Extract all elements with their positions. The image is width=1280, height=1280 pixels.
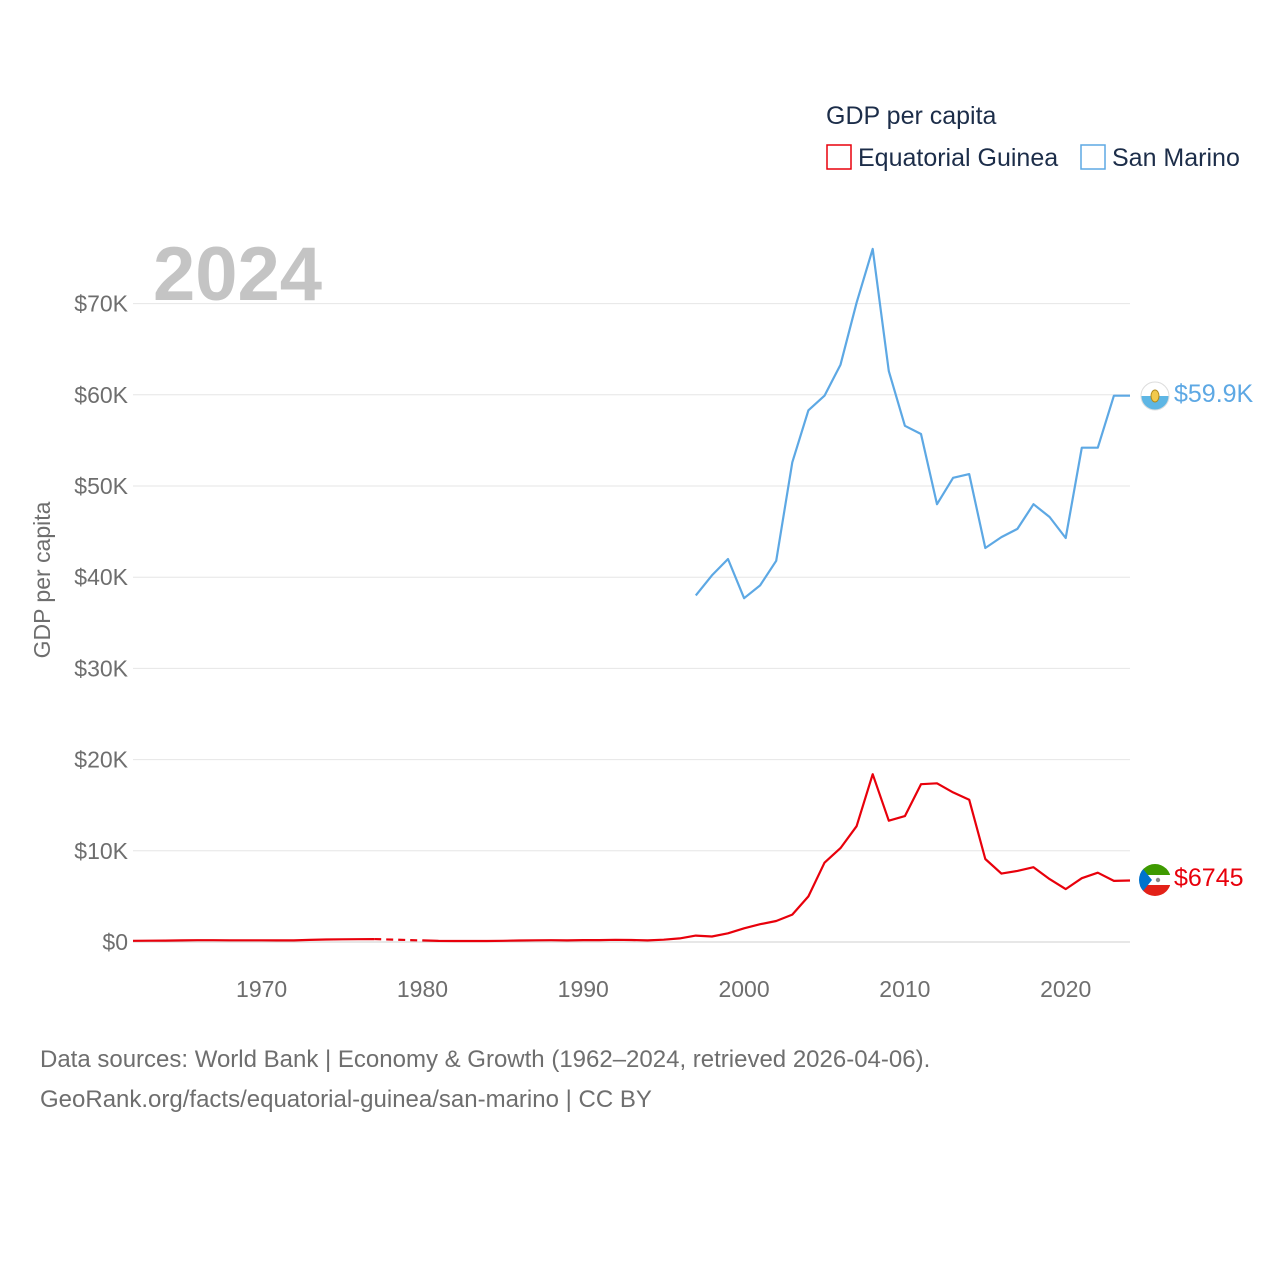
y-tick-label: $20K: [74, 747, 128, 773]
series-line-san-marino[interactable]: [694, 247, 1130, 600]
legend-title: GDP per capita: [826, 102, 997, 130]
footer-attribution: GeoRank.org/facts/equatorial-guinea/san-…: [40, 1086, 652, 1113]
legend-item-san-marino[interactable]: San Marino: [1080, 144, 1240, 172]
x-tick-label: 2000: [718, 976, 769, 1002]
footer-sources: Data sources: World Bank | Economy & Gro…: [40, 1046, 931, 1073]
x-tick-label: 2020: [1040, 976, 1091, 1002]
year-watermark: 2024: [153, 232, 322, 317]
x-tick-label: 2010: [879, 976, 930, 1002]
y-tick-label: $40K: [74, 564, 128, 590]
series-lines: [132, 247, 1131, 943]
y-axis-title: GDP per capita: [29, 501, 55, 658]
series-gap-equatorial-guinea: [374, 937, 423, 942]
san-marino-flag-icon: [1140, 381, 1170, 411]
legend: GDP per capita Equatorial Guinea San Mar…: [826, 102, 1240, 172]
y-tick-label: $10K: [74, 838, 128, 864]
gridlines: [133, 303, 1130, 943]
series-line-equatorial-guinea-segment-2[interactable]: [422, 773, 1131, 943]
y-tick-label: $50K: [74, 473, 128, 499]
legend-swatch-san-marino: [1080, 144, 1106, 170]
series-line-equatorial-guinea-segment-1[interactable]: [132, 938, 375, 942]
y-tick-label: $30K: [74, 655, 128, 681]
x-tick-label: 1990: [558, 976, 609, 1002]
x-tick-label: 1970: [236, 976, 287, 1002]
x-axis-tick-labels: 1970 1980 1990 2000 2010 2020: [236, 976, 1091, 1002]
y-tick-label: $0: [102, 929, 128, 955]
equatorial-guinea-flag-icon: [1139, 864, 1171, 896]
legend-label-equatorial-guinea: Equatorial Guinea: [858, 144, 1058, 172]
end-label-san-marino: $59.9K: [1174, 380, 1254, 408]
end-label-equatorial-guinea: $6745: [1174, 864, 1244, 892]
chart-footer: Data sources: World Bank | Economy & Gro…: [40, 1040, 1240, 1120]
y-tick-label: $70K: [74, 291, 128, 317]
legend-label-san-marino: San Marino: [1112, 144, 1240, 172]
x-tick-label: 1980: [397, 976, 448, 1002]
y-tick-label: $60K: [74, 382, 128, 408]
legend-swatch-equatorial-guinea: [826, 144, 852, 170]
legend-item-equatorial-guinea[interactable]: Equatorial Guinea: [826, 144, 1058, 172]
y-axis-tick-labels: $0 $10K $20K $30K $40K $50K $60K $70K: [74, 291, 128, 955]
